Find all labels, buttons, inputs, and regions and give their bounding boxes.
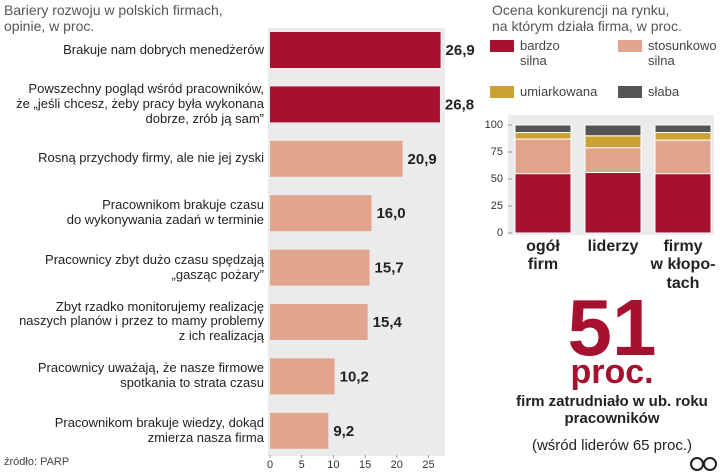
value-label: 9,2	[333, 423, 354, 440]
chart-title: Ocena konkurencji na rynku, na którym dz…	[492, 2, 682, 35]
value-label: 15,7	[375, 260, 404, 277]
category-label: Rosną przychody firmy, ale nie jej zyski	[38, 150, 264, 166]
category-label: Pracownicy uważają, że nasze firmowe spo…	[37, 360, 264, 391]
bar-segment	[654, 173, 712, 234]
y-tick-label: 50	[491, 173, 503, 185]
y-tick-label: 100	[485, 119, 503, 131]
value-label: 16,0	[376, 205, 405, 222]
category-label: Brakuje nam dobrych menedżerów	[63, 41, 264, 57]
bar-segment	[654, 139, 712, 175]
bar	[270, 86, 440, 123]
x-tick-label: 15	[359, 459, 371, 471]
value-label: 26,8	[445, 96, 474, 113]
legend-swatch	[490, 40, 514, 52]
x-tick-label: 5	[299, 459, 305, 471]
x-tick-label: 20	[391, 459, 403, 471]
bar-segment	[584, 172, 642, 234]
legend-swatch	[490, 86, 514, 98]
value-label: 10,2	[340, 368, 369, 385]
legend-label: stosunkowo silna	[648, 38, 717, 68]
logo	[690, 457, 704, 471]
category-label: firmy w kłopo- tach	[650, 238, 716, 292]
category-label: Pracownikom brakuje czasu do wykonywania…	[66, 197, 264, 228]
value-label: 15,4	[373, 314, 403, 331]
bar-segment	[514, 132, 572, 140]
category-label: liderzy	[587, 238, 639, 255]
bar-segment	[654, 124, 712, 134]
category-label: Pracownicy zbyt dużo czasu spędzają „gas…	[45, 251, 264, 282]
legend-swatch	[618, 40, 642, 52]
value-label: 20,9	[408, 151, 437, 168]
y-tick-label: 75	[491, 146, 503, 158]
y-tick-label: 25	[491, 200, 503, 212]
bar-segment	[514, 173, 572, 234]
bar	[270, 358, 335, 395]
legend-label: umiarkowana	[520, 84, 598, 99]
x-tick-label: 0	[267, 459, 273, 471]
bar	[270, 304, 368, 340]
bar	[270, 32, 441, 68]
bar	[270, 249, 370, 286]
y-tick-label: 0	[497, 227, 503, 239]
category-label: Powszechny pogląd wśród pracowników, że …	[16, 80, 264, 126]
note: (wśród liderów 65 proc.)	[531, 437, 693, 454]
caption: firm zatrudniało w ub. roku pracowników	[516, 393, 708, 428]
bar	[270, 412, 329, 449]
x-tick-label: 10	[327, 459, 339, 471]
bar-segment	[584, 135, 642, 149]
x-tick-label: 25	[422, 459, 434, 471]
legend-swatch	[618, 86, 642, 98]
value-label: 26,9	[446, 42, 475, 59]
legend-label: słaba	[648, 84, 680, 99]
source: źródło: PARP	[4, 456, 70, 468]
bar-segment	[584, 124, 642, 137]
bar	[270, 140, 403, 177]
bar	[270, 195, 372, 232]
category-label: ogół firm	[526, 238, 560, 274]
category-label: Zbyt rzadko monitorujemy realizację nasz…	[19, 298, 264, 344]
legend-label: bardzo silna	[520, 38, 560, 68]
bar-segment	[584, 147, 642, 174]
chart-title: Bariery rozwoju w polskich firmach, opin…	[4, 2, 223, 35]
big-unit: proc.	[570, 353, 654, 391]
bar-segment	[654, 132, 712, 141]
big-number: 51	[567, 283, 657, 372]
category-label: Pracownikom brakuje wiedzy, dokąd zmierz…	[54, 414, 264, 445]
bar-segment	[514, 124, 572, 134]
bar-segment	[514, 138, 572, 175]
logo	[703, 457, 717, 471]
